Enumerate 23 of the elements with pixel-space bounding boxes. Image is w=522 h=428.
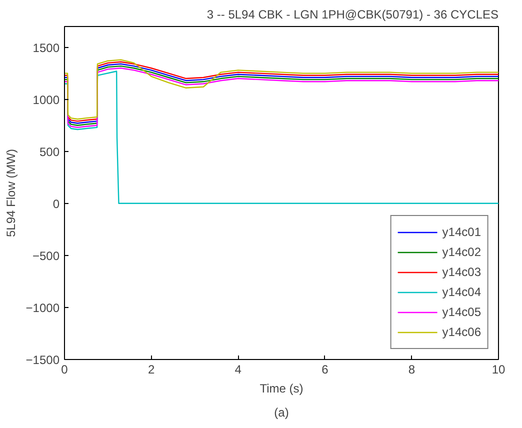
x-tick-label: 4: [234, 362, 242, 376]
y-axis-title: 5L94 Flow (MW): [4, 148, 18, 238]
x-axis-title: Time (s): [260, 382, 304, 396]
legend-label: y14c03: [442, 265, 481, 279]
y-tick-label: 0: [52, 196, 60, 211]
x-tick-label: 0: [61, 362, 68, 376]
legend-label: y14c02: [442, 245, 481, 259]
y-tick-label: 1000: [32, 92, 60, 107]
x-tick-label: 6: [322, 362, 329, 376]
x-tick-label: 8: [408, 362, 416, 376]
x-tick-label: 2: [148, 362, 155, 376]
y-tick-label: −500: [32, 248, 60, 263]
legend-label: y14c06: [442, 325, 481, 339]
y-tick-label: −1000: [26, 300, 60, 315]
legend-label: y14c05: [442, 305, 481, 319]
y-tick-label: −1500: [26, 353, 60, 367]
y-tick-label: 1500: [32, 40, 60, 55]
y-tick-label: 500: [39, 144, 60, 159]
legend-label: y14c04: [442, 285, 481, 299]
chart-title: 3 -- 5L94 CBK - LGN 1PH@CBK(50791) - 36 CYCLES: [206, 8, 499, 22]
text: (a): [274, 406, 289, 420]
legend-label: y14c01: [442, 225, 481, 239]
x-tick-label: 10: [492, 362, 506, 376]
